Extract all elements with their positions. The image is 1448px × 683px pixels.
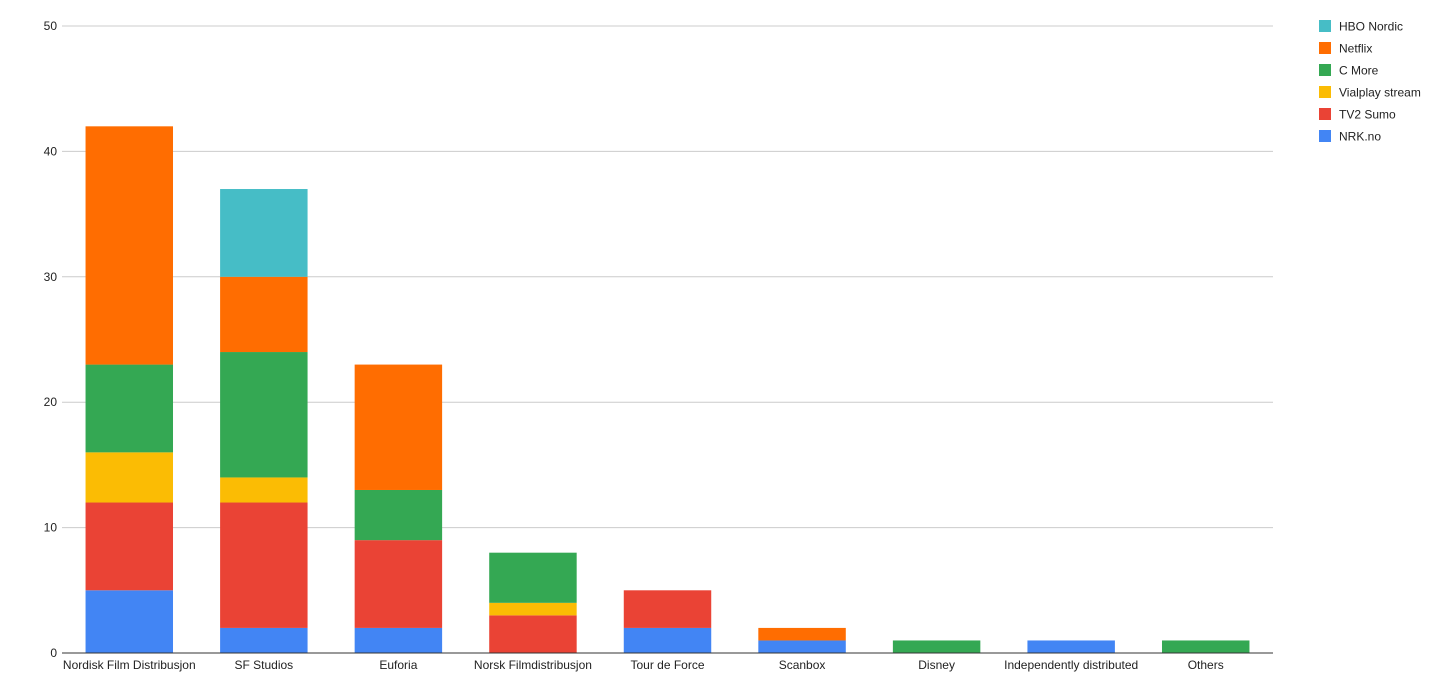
axes: 0 10 20 30 40 50 Nordisk Film Distribusjon SF S… <box>44 19 1273 672</box>
bar-segment <box>85 364 174 453</box>
y-tick-label: 0 <box>50 646 57 660</box>
legend-swatch <box>1319 130 1331 142</box>
bar-segment <box>623 627 712 653</box>
legend-label: Vialplay stream <box>1339 86 1421 100</box>
bar-segment <box>354 364 443 490</box>
bar-segment <box>892 640 981 653</box>
x-tick-label: SF Studios <box>234 658 293 672</box>
bar-segment <box>220 352 308 478</box>
y-tick-label: 20 <box>44 395 58 409</box>
bar-segment <box>1161 640 1250 653</box>
x-tick-label: Nordisk Film Distribusjon <box>63 658 196 672</box>
y-tick-label: 40 <box>44 144 58 158</box>
legend: HBO Nordic Netflix C More Vialplay stream TV… <box>1319 20 1421 144</box>
x-tick-label: Scanbox <box>779 658 826 672</box>
y-tick-label: 50 <box>44 19 58 33</box>
x-tick-label: Norsk Filmdistribusjon <box>474 658 592 672</box>
bar-segment <box>85 126 174 365</box>
bar-segment <box>489 615 577 653</box>
bar-segment <box>623 590 712 628</box>
bar-segment <box>85 452 174 503</box>
legend-label: TV2 Sumo <box>1339 108 1396 122</box>
legend-label: NRK.no <box>1339 130 1381 144</box>
legend-swatch <box>1319 20 1331 32</box>
bar-segment <box>220 477 308 503</box>
bar-segment <box>220 627 308 653</box>
bar-segment <box>758 640 846 653</box>
legend-label: C More <box>1339 64 1379 78</box>
bar-segment <box>85 502 174 591</box>
bar-segment <box>220 189 308 277</box>
bar-segment <box>354 627 443 653</box>
legend-label: HBO Nordic <box>1339 20 1403 34</box>
bar-segment <box>85 590 174 653</box>
bar-segment <box>354 540 443 628</box>
x-tick-label: Tour de Force <box>630 658 704 672</box>
bar-segment <box>220 276 308 353</box>
legend-swatch <box>1319 108 1331 120</box>
x-tick-label: Disney <box>918 658 955 672</box>
bar-segment <box>489 552 577 603</box>
bar-segment <box>220 502 308 628</box>
bar-segment <box>1027 640 1115 653</box>
bar-segment <box>489 602 577 616</box>
y-tick-label: 10 <box>44 521 58 535</box>
bar-segment <box>758 627 846 641</box>
legend-swatch <box>1319 64 1331 76</box>
x-tick-label: Euforia <box>379 658 417 672</box>
legend-swatch <box>1319 86 1331 98</box>
bars <box>85 126 1250 653</box>
y-tick-label: 30 <box>44 270 58 284</box>
bar-segment <box>354 489 443 541</box>
x-tick-label: Independently distributed <box>1004 658 1138 672</box>
legend-swatch <box>1319 42 1331 54</box>
legend-label: Netflix <box>1339 42 1372 56</box>
x-tick-label: Others <box>1188 658 1224 672</box>
